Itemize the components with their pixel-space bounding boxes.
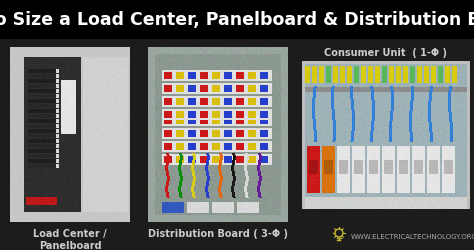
- Text: Consumer Unit  ( 1-Φ ): Consumer Unit ( 1-Φ ): [325, 48, 447, 58]
- Text: Distribution Board ( 3-Φ ): Distribution Board ( 3-Φ ): [148, 228, 288, 238]
- Bar: [0, 40, 474, 250]
- Bar: [0, 0, 474, 40]
- Text: Load Center /
Panelboard: Load Center / Panelboard: [33, 228, 107, 250]
- Text: WWW.ELECTRICALTECHNOLOGY.ORG: WWW.ELECTRICALTECHNOLOGY.ORG: [351, 233, 474, 239]
- Text: How to Size a Load Center, Panelboard & Distribution Board?: How to Size a Load Center, Panelboard & …: [0, 11, 474, 29]
